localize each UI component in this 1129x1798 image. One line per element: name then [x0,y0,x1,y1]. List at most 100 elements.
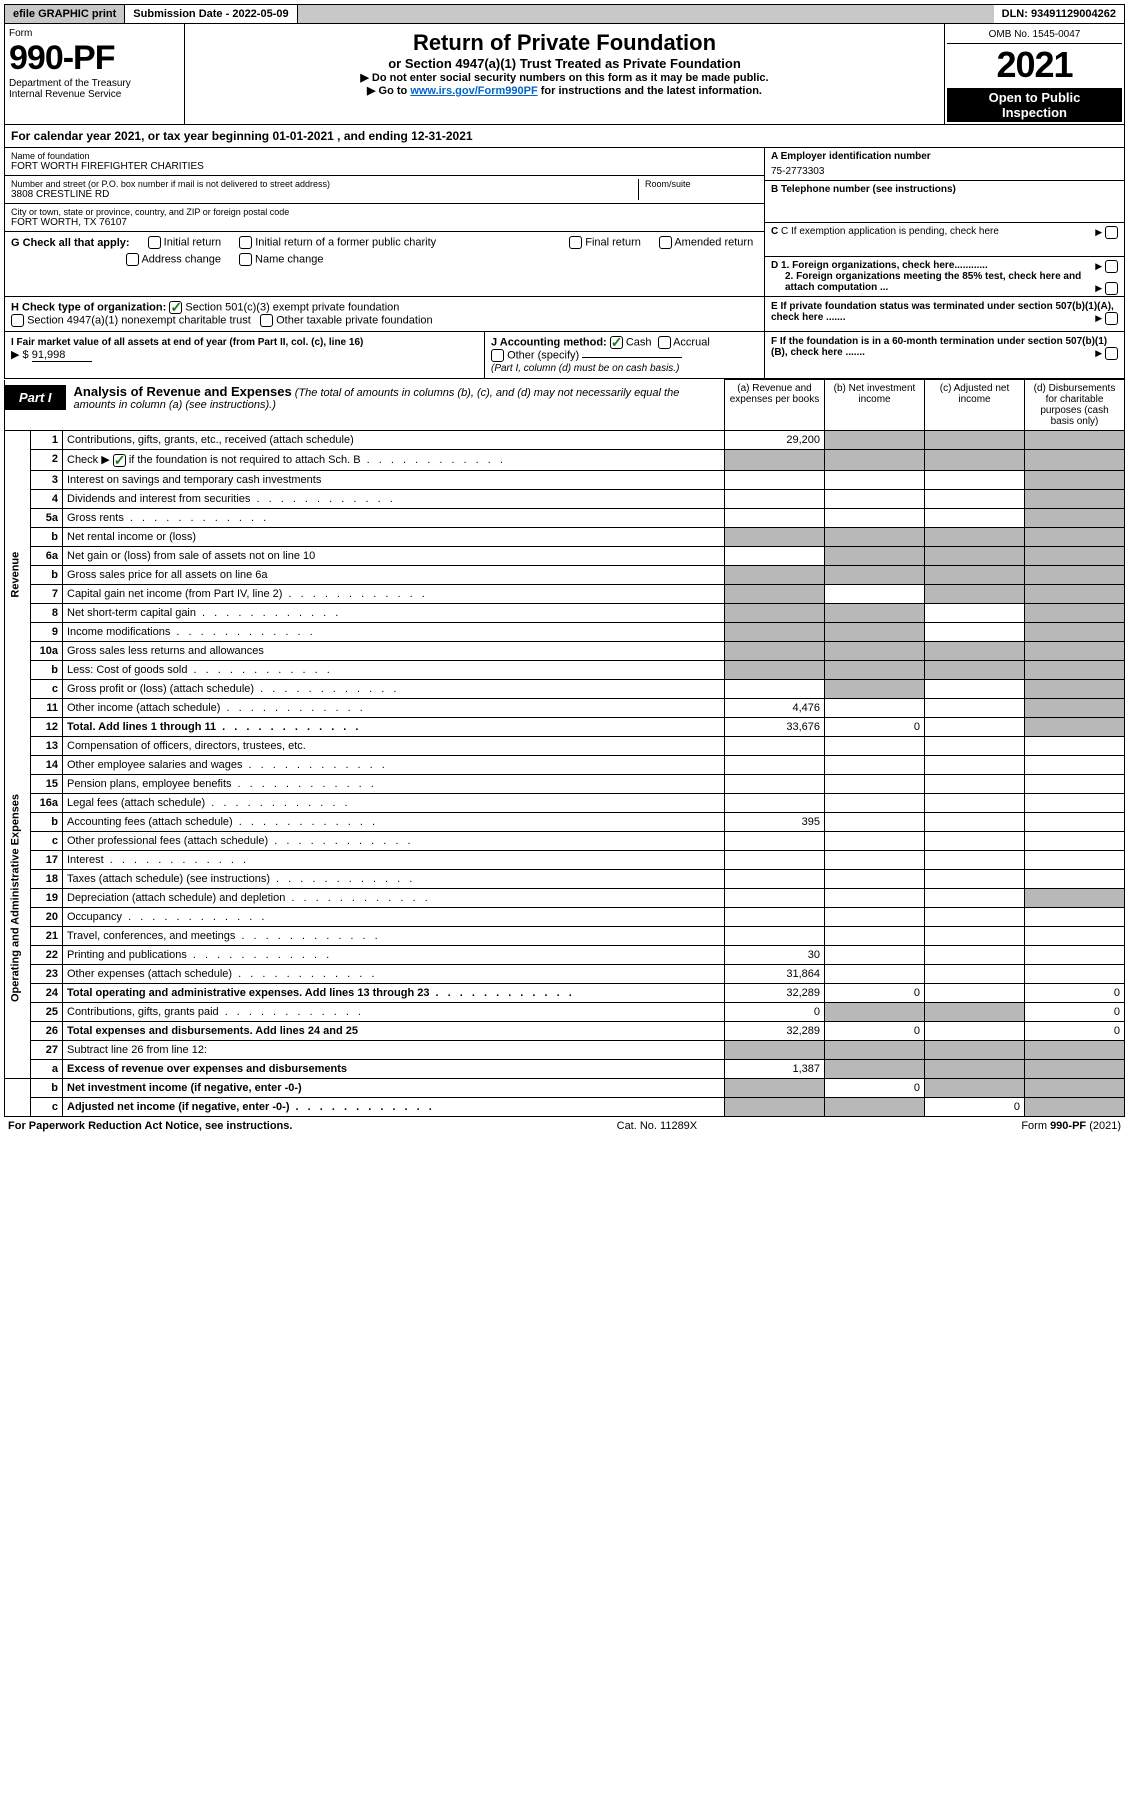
l14-d-col [1025,755,1125,774]
l11-b [825,698,925,717]
checkbox-cash[interactable] [610,336,623,349]
l2-post: if the foundation is not required to att… [126,454,361,466]
l6a-desc: Net gain or (loss) from sale of assets n… [63,546,725,565]
checkbox-amended[interactable] [659,236,672,249]
l27b-num: b [31,1078,63,1097]
line-18: 18Taxes (attach schedule) (see instructi… [5,869,1125,888]
line-2: 2 Check ▶ if the foundation is not requi… [5,450,1125,471]
l11-a: 4,476 [725,698,825,717]
col-b-header: (b) Net investment income [825,380,925,431]
section-h-e-row: H Check type of organization: Section 50… [4,297,1125,332]
checkbox-initial-return[interactable] [148,236,161,249]
line-10a: 10aGross sales less returns and allowanc… [5,641,1125,660]
l9-d: Income modifications [67,626,170,638]
foundation-name-cell: Name of foundation FORT WORTH FIREFIGHTE… [5,148,764,176]
l21-c [925,926,1025,945]
l17-b [825,850,925,869]
checkbox-d2[interactable] [1105,282,1118,295]
checkbox-501c3[interactable] [169,301,182,314]
line-25: 25Contributions, gifts, grants paid00 [5,1002,1125,1021]
l6a-d [1025,546,1125,565]
l11-num: 11 [31,698,63,717]
section-ijf: I Fair market value of all assets at end… [4,332,1125,379]
l5a-b [825,508,925,527]
l23-b [825,964,925,983]
line-15: 15Pension plans, employee benefits [5,774,1125,793]
line-16a: 16aLegal fees (attach schedule) [5,793,1125,812]
l7-a [725,584,825,603]
l21-b [825,926,925,945]
info-left: Name of foundation FORT WORTH FIREFIGHTE… [5,148,764,296]
l16b-c [925,812,1025,831]
checkbox-addr-change[interactable] [126,253,139,266]
line-27a: aExcess of revenue over expenses and dis… [5,1059,1125,1078]
l8-b [825,603,925,622]
l16c-d-col [1025,831,1125,850]
section-e: E If private foundation status was termi… [764,297,1124,331]
line-14: 14Other employee salaries and wages [5,755,1125,774]
l15-desc: Pension plans, employee benefits [63,774,725,793]
checkbox-other-tax[interactable] [260,314,273,327]
irs-link[interactable]: www.irs.gov/Form990PF [410,85,537,97]
g-opt-1: Final return [585,236,641,248]
l1-d [1025,431,1125,450]
address-cell: Number and street (or P.O. box number if… [5,176,764,204]
checkbox-final-return[interactable] [569,236,582,249]
l22-desc: Printing and publications [63,945,725,964]
h-opt2: Section 4947(a)(1) nonexempt charitable … [27,314,251,326]
l19-b [825,888,925,907]
checkbox-e[interactable] [1105,312,1118,325]
l8-a [725,603,825,622]
l3-num: 3 [31,470,63,489]
form-number: 990-PF [9,39,180,78]
foundation-address: 3808 CRESTLINE RD [11,189,638,200]
checkbox-f[interactable] [1105,347,1118,360]
l27c-d: Adjusted net income (if negative, enter … [67,1101,289,1113]
l3-b [825,470,925,489]
checkbox-d1[interactable] [1105,260,1118,273]
checkbox-c[interactable] [1105,226,1118,239]
h-label: H Check type of organization: [11,301,166,313]
l6a-c [925,546,1025,565]
l10a-d [1025,641,1125,660]
l7-d: Capital gain net income (from Part IV, l… [67,588,282,600]
l15-c [925,774,1025,793]
checkbox-accrual[interactable] [658,336,671,349]
l8-d: Net short-term capital gain [67,607,196,619]
l6a-b [825,546,925,565]
checkbox-name-change[interactable] [239,253,252,266]
note2-pre: ▶ Go to [367,85,410,97]
l24-num: 24 [31,983,63,1002]
l16a-desc: Legal fees (attach schedule) [63,793,725,812]
l19-c [925,888,1025,907]
l8-d-col [1025,603,1125,622]
l10b-num: b [31,660,63,679]
l16b-b [825,812,925,831]
checkbox-sch-b[interactable] [113,454,126,467]
l5a-num: 5a [31,508,63,527]
l9-num: 9 [31,622,63,641]
line-7: 7 Capital gain net income (from Part IV, … [5,584,1125,603]
l26-b: 0 [825,1021,925,1040]
l21-num: 21 [31,926,63,945]
checkbox-4947[interactable] [11,314,24,327]
l14-d: Other employee salaries and wages [67,759,242,771]
footer-left: For Paperwork Reduction Act Notice, see … [8,1120,292,1132]
l16c-d: Other professional fees (attach schedule… [67,835,268,847]
l7-num: 7 [31,584,63,603]
line-26: 26Total expenses and disbursements. Add … [5,1021,1125,1040]
checkbox-initial-public[interactable] [239,236,252,249]
l4-b [825,489,925,508]
l5a-c [925,508,1025,527]
l10a-num: 10a [31,641,63,660]
checkbox-other-method[interactable] [491,349,504,362]
l12-c [925,717,1025,736]
line-24: 24Total operating and administrative exp… [5,983,1125,1002]
l20-c [925,907,1025,926]
l23-desc: Other expenses (attach schedule) [63,964,725,983]
efile-print-button[interactable]: efile GRAPHIC print [5,5,125,23]
j-cash: Cash [626,336,652,348]
l10c-a [725,679,825,698]
l12-b: 0 [825,717,925,736]
l26-desc: Total expenses and disbursements. Add li… [63,1021,725,1040]
